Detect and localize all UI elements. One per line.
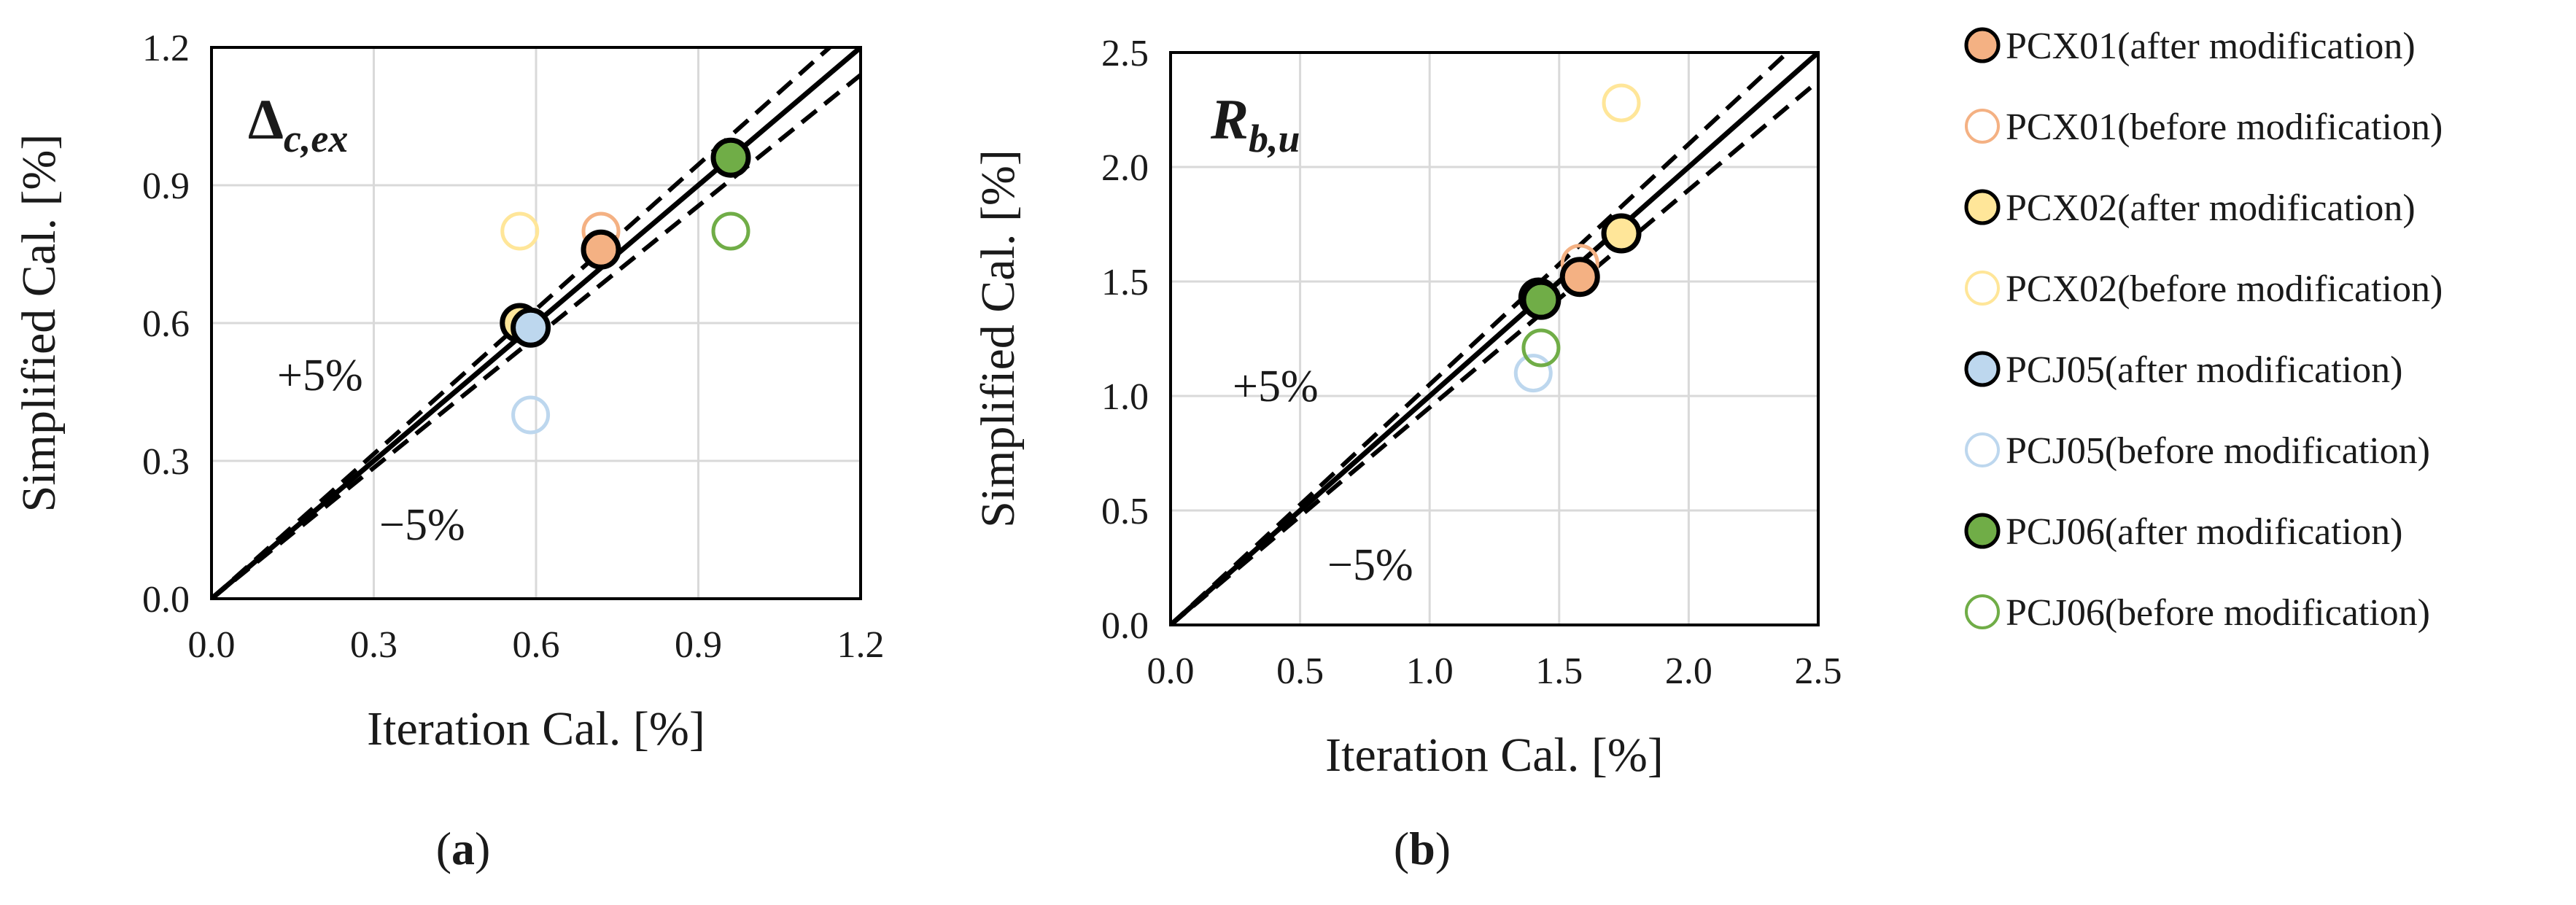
y-tick-label: 0.3 [142, 441, 190, 483]
legend-label: PCJ05(after modification) [2006, 349, 2402, 391]
x-tick-label: 0.9 [675, 624, 722, 666]
minus-5-percent-label: −5% [379, 500, 465, 550]
minus-5-percent-label: −5% [1327, 540, 1413, 590]
y-tick-label: 2.5 [1101, 33, 1149, 74]
y-tick-label: 1.5 [1101, 262, 1149, 303]
panel-label-open-paren: ( [436, 823, 451, 874]
legend: PCX01(after modification) PCX01(before mo… [1964, 26, 2443, 634]
tolerance-line [1171, 78, 1818, 625]
data-point-pcx02-before-modification [1602, 83, 1641, 123]
panel-title-subscript: b,u [1249, 117, 1300, 160]
panel-label-close-paren: ) [475, 823, 490, 874]
x-tick-label: 2.5 [1795, 650, 1842, 692]
y-tick-label: 2.0 [1101, 147, 1149, 189]
chart-panel-b: 0.0 0.5 1.0 1.5 2.0 2.5 0.0 0.5 1.0 1.5 2.0 2.5 Iter… [971, 33, 1842, 874]
x-axis-title: Iteration Cal. [%] [367, 702, 705, 756]
panel-title: Δc,ex [248, 88, 348, 160]
tolerance-line [212, 71, 861, 599]
y-tick-label: 1.0 [1101, 376, 1149, 418]
x-tick-label: 0.3 [350, 624, 397, 666]
legend-marker [1964, 513, 2001, 549]
x-tick-label: 1.5 [1535, 650, 1583, 692]
panel-label: (b) [1394, 823, 1451, 874]
x-tick-label: 0.0 [188, 624, 236, 666]
legend-label: PCJ06(after modification) [2006, 511, 2402, 553]
panel-title: Rb,u [1210, 88, 1300, 160]
x-tick-label: 1.0 [1406, 650, 1454, 692]
x-tick-label: 1.2 [837, 624, 885, 666]
y-tick-label: 0.0 [1101, 605, 1149, 647]
panel-label: (a) [436, 823, 491, 874]
panel-title-main: R [1210, 88, 1249, 151]
y-tick-label: 0.5 [1101, 491, 1149, 532]
data-point-pcj05-after-modification [511, 307, 551, 348]
legend-marker [1965, 594, 2000, 629]
panel-label-letter: a [451, 823, 475, 874]
y-tick-label: 0.0 [142, 579, 190, 621]
data-point-pcj06-before-modification [711, 211, 750, 251]
panel-label-close-paren: ) [1435, 823, 1451, 874]
y-axis-title: Simplified Cal. [%] [971, 149, 1025, 528]
chart-panel-a: 0.0 0.3 0.6 0.9 1.2 0.0 0.3 0.6 0.9 1.2 Iteration … [12, 28, 885, 874]
x-axis-title: Iteration Cal. [%] [1325, 729, 1664, 782]
x-tick-label: 0.0 [1147, 650, 1195, 692]
legend-label: PCX02(before modification) [2006, 268, 2443, 310]
reference-lines [212, 47, 861, 599]
x-tick-label: 0.6 [513, 624, 560, 666]
plus-5-percent-label: +5% [1233, 362, 1319, 411]
legend-label: PCX01(before modification) [2006, 106, 2443, 148]
legend-label: PCX02(after modification) [2006, 187, 2416, 229]
panel-label-open-paren: ( [1394, 823, 1409, 874]
identity-line [212, 47, 861, 599]
legend-marker [1964, 189, 2001, 225]
data-point-pcx02-after-modification [1601, 213, 1642, 254]
x-tick-label: 2.0 [1665, 650, 1712, 692]
x-tick-label: 0.5 [1276, 650, 1324, 692]
y-tick-label: 1.2 [142, 28, 190, 69]
tolerance-line [212, 47, 834, 599]
plus-5-percent-label: +5% [277, 351, 363, 400]
legend-marker [1965, 109, 2000, 144]
data-point-pcx02-before-modification [500, 211, 540, 251]
legend-label: PCX01(after modification) [2006, 26, 2416, 67]
legend-marker [1964, 27, 2001, 63]
legend-marker [1965, 432, 2000, 467]
plot-area-frame [210, 46, 862, 600]
panel-title-subscript: c,ex [284, 117, 348, 160]
y-tick-label: 0.9 [142, 166, 190, 207]
y-axis-title: Simplified Cal. [%] [12, 134, 66, 513]
data-point-pcj05-before-modification [511, 395, 551, 435]
tolerance-line [1171, 53, 1791, 625]
plot-area-frame [1169, 51, 1820, 626]
legend-label: PCJ06(before modification) [2006, 592, 2430, 634]
data-point-pcx01-after-modification [1559, 257, 1600, 298]
data-point-pcj06-after-modification [710, 137, 751, 178]
data-point-pcj05-before-modification [1513, 354, 1553, 393]
legend-label: PCJ05(before modification) [2006, 430, 2430, 472]
panel-label-letter: b [1409, 823, 1435, 874]
data-point-pcj06-after-modification [1521, 279, 1561, 320]
data-point-pcj06-before-modification [1521, 328, 1561, 368]
y-tick-label: 0.6 [142, 303, 190, 345]
panel-title-main: Δ [248, 88, 284, 151]
legend-marker [1964, 351, 2001, 387]
data-point-pcx01-after-modification [581, 229, 621, 270]
legend-marker [1965, 271, 2000, 306]
